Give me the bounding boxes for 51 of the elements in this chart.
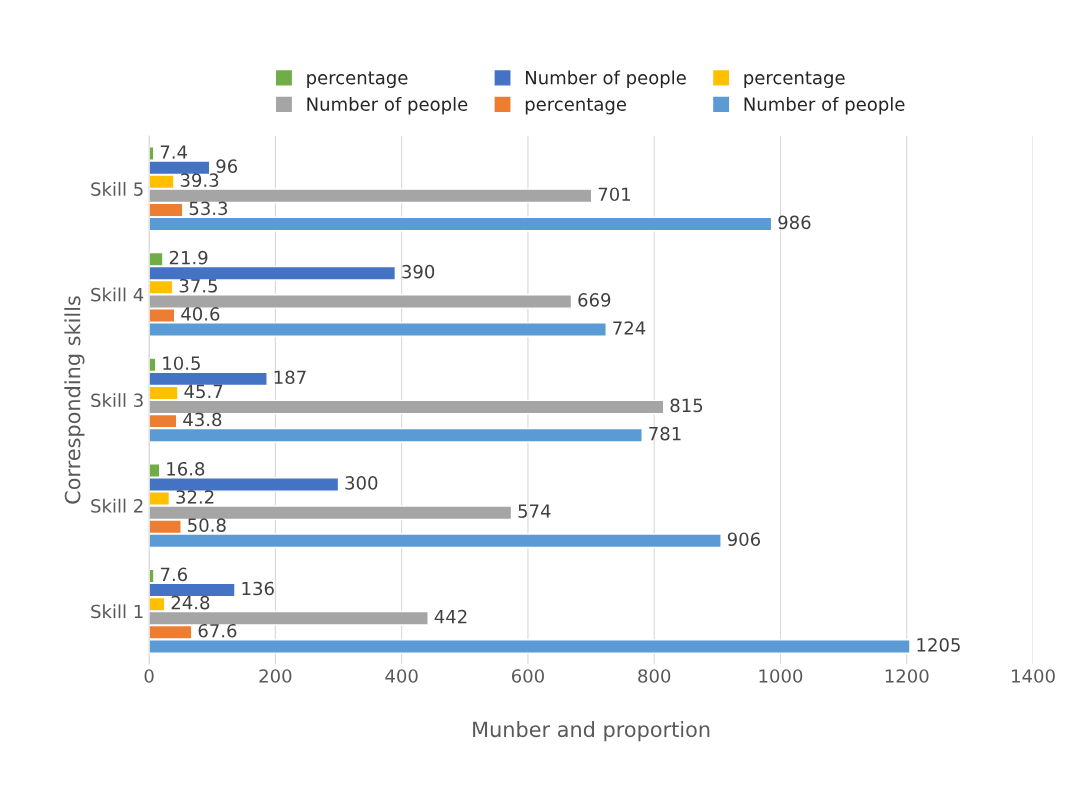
data-label: 701 — [598, 187, 631, 202]
data-label: 67.6 — [198, 623, 237, 638]
data-label: 39.3 — [180, 173, 219, 187]
x-tick-label: 1000 — [759, 669, 803, 683]
data-label: 781 — [649, 426, 681, 441]
legend-label: Number of people — [744, 97, 905, 115]
x-tick-label: 800 — [638, 669, 671, 683]
y-tick-label: Skill 4 — [91, 287, 144, 302]
data-label: 986 — [778, 215, 811, 230]
x-axis-title: Munber and proportion — [473, 721, 710, 742]
data-label: 37.5 — [179, 278, 217, 293]
data-label: 136 — [242, 581, 274, 596]
x-tick-label: 1200 — [885, 669, 929, 683]
data-label: 442 — [434, 609, 467, 624]
data-label: 45.7 — [184, 384, 223, 399]
data-label: 574 — [518, 504, 551, 518]
data-label: 724 — [613, 321, 646, 335]
data-label: 187 — [274, 370, 306, 385]
data-label: 815 — [670, 398, 703, 413]
data-label: 10.5 — [163, 356, 200, 371]
x-tick-label: 1400 — [1012, 669, 1055, 683]
data-label: 53.3 — [189, 201, 228, 216]
legend-label: Number of people — [525, 70, 686, 88]
data-label: 40.6 — [181, 307, 220, 321]
y-tick-label: Skill 1 — [91, 604, 143, 619]
x-tick-label: 0 — [144, 669, 154, 683]
x-tick-label: 200 — [259, 669, 292, 683]
y-tick-label: Skill 2 — [91, 498, 143, 513]
data-label: 7.6 — [160, 567, 188, 582]
data-label: 50.8 — [188, 518, 226, 532]
legend-label: Number of people — [307, 97, 468, 115]
x-tick-label: 600 — [511, 669, 544, 683]
y-tick-label: Skill 3 — [91, 393, 143, 408]
data-label: 906 — [727, 532, 761, 547]
x-tick-label: 400 — [385, 669, 418, 683]
data-label: 390 — [402, 264, 435, 279]
y-tick-label: Skill 5 — [91, 181, 143, 196]
data-label: 24.8 — [171, 595, 210, 610]
data-label: 669 — [578, 293, 611, 307]
data-label: 21.9 — [169, 250, 208, 265]
data-label: 96 — [216, 159, 238, 173]
legend-label: percentage — [525, 98, 627, 115]
data-label: 300 — [345, 476, 378, 490]
legend-label: percentage — [744, 71, 845, 88]
legend-label: percentage — [307, 71, 408, 88]
data-label: 32.2 — [176, 490, 214, 504]
data-label: 7.4 — [160, 145, 188, 159]
data-label: 43.8 — [183, 412, 222, 427]
data-label: 16.8 — [167, 461, 205, 476]
y-axis-title: Corresponding skills — [64, 296, 85, 504]
data-label: 1205 — [917, 637, 960, 652]
